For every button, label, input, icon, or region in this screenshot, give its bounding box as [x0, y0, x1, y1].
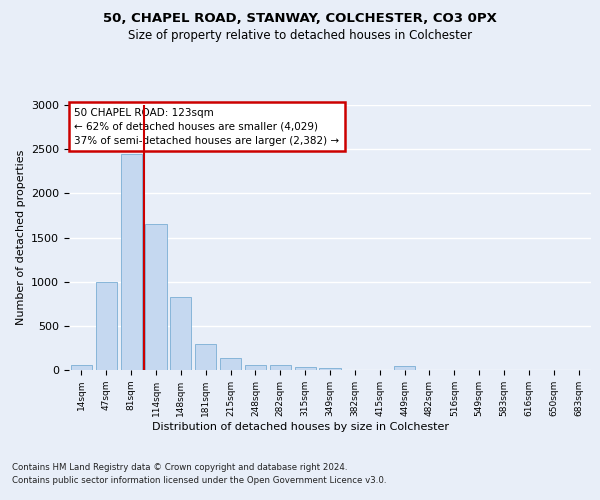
Bar [96, 282, 117, 370]
Bar [245, 365, 266, 370]
Text: Contains public sector information licensed under the Open Government Licence v3: Contains public sector information licen… [12, 476, 386, 485]
Text: 50, CHAPEL ROAD, STANWAY, COLCHESTER, CO3 0PX: 50, CHAPEL ROAD, STANWAY, COLCHESTER, CO… [103, 12, 497, 26]
Bar [270, 365, 291, 370]
Bar [295, 368, 316, 370]
Bar [71, 364, 92, 370]
Text: Distribution of detached houses by size in Colchester: Distribution of detached houses by size … [151, 422, 449, 432]
Bar [145, 224, 167, 370]
Bar [121, 154, 142, 370]
Bar [170, 296, 191, 370]
Bar [195, 344, 216, 370]
Bar [394, 366, 415, 370]
Text: 50 CHAPEL ROAD: 123sqm
← 62% of detached houses are smaller (4,029)
37% of semi-: 50 CHAPEL ROAD: 123sqm ← 62% of detached… [74, 108, 340, 146]
Bar [220, 358, 241, 370]
Text: Size of property relative to detached houses in Colchester: Size of property relative to detached ho… [128, 29, 472, 42]
Y-axis label: Number of detached properties: Number of detached properties [16, 150, 26, 325]
Bar [319, 368, 341, 370]
Text: Contains HM Land Registry data © Crown copyright and database right 2024.: Contains HM Land Registry data © Crown c… [12, 462, 347, 471]
